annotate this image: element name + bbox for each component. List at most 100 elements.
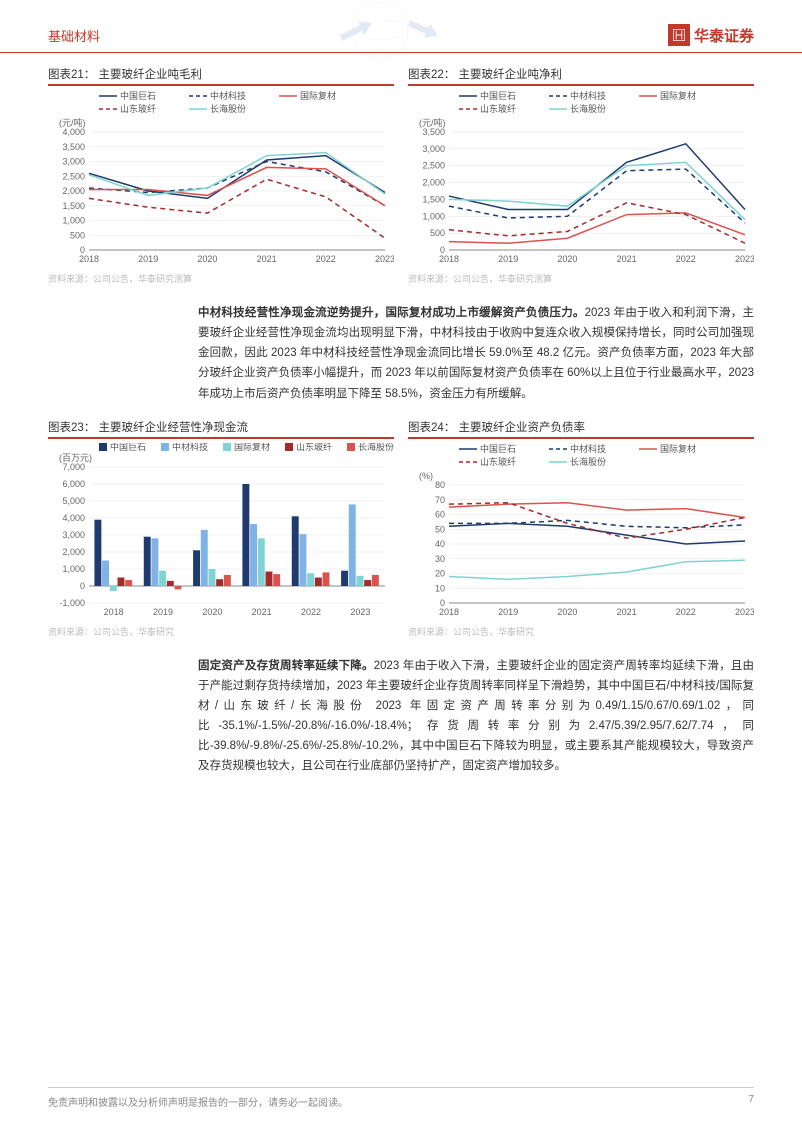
svg-text:2020: 2020 [557, 254, 577, 264]
chart-23-canvas: (百万元)-1,00001,0002,0003,0004,0005,0006,0… [48, 443, 394, 623]
svg-text:10: 10 [435, 583, 445, 593]
svg-text:2019: 2019 [498, 607, 518, 617]
svg-text:1,000: 1,000 [62, 216, 85, 226]
logo-icon [668, 24, 690, 46]
svg-text:2020: 2020 [557, 607, 577, 617]
svg-text:2021: 2021 [257, 254, 277, 264]
svg-text:0: 0 [80, 581, 85, 591]
svg-text:2021: 2021 [617, 607, 637, 617]
svg-text:1,000: 1,000 [62, 564, 85, 574]
svg-text:60: 60 [435, 509, 445, 519]
page-header: 基础材料 华泰证券 [0, 0, 802, 53]
svg-text:4,000: 4,000 [62, 513, 85, 523]
brand-text: 华泰证券 [694, 25, 754, 46]
svg-text:2020: 2020 [197, 254, 217, 264]
svg-text:长海股份: 长海股份 [358, 443, 394, 452]
svg-text:2022: 2022 [676, 254, 696, 264]
svg-text:中国巨石: 中国巨石 [120, 90, 156, 101]
chart-22: 图表22： 主要玻纤企业吨净利 (元/吨)05001,0001,5002,000… [408, 63, 754, 285]
svg-text:2021: 2021 [252, 607, 272, 617]
chart-22-canvas: (元/吨)05001,0001,5002,0002,5003,0003,5002… [408, 90, 754, 270]
svg-text:2023: 2023 [735, 607, 754, 617]
paragraph-2-body: 2023 年由于收入下滑，主要玻纤企业的固定资产周转率均延续下滑，且由于产能过剩… [198, 660, 754, 773]
svg-text:2021: 2021 [617, 254, 637, 264]
svg-text:长海股份: 长海股份 [210, 103, 246, 114]
svg-text:国际复材: 国际复材 [660, 90, 696, 101]
svg-text:中国巨石: 中国巨石 [110, 443, 146, 452]
svg-text:2019: 2019 [153, 607, 173, 617]
svg-text:500: 500 [70, 230, 85, 240]
svg-text:20: 20 [435, 568, 445, 578]
paragraph-1-body: 2023 年由于收入和利润下滑，主要玻纤企业经营性净现金流均出现明显下滑，中材科… [198, 307, 754, 400]
svg-text:中材科技: 中材科技 [172, 443, 208, 452]
svg-text:长海股份: 长海股份 [570, 103, 606, 114]
svg-text:山东玻纤: 山东玻纤 [480, 456, 516, 467]
svg-text:2020: 2020 [202, 607, 222, 617]
chart-22-title: 图表22： 主要玻纤企业吨净利 [408, 69, 562, 81]
svg-text:500: 500 [430, 228, 445, 238]
svg-text:中材科技: 中材科技 [570, 443, 606, 454]
chart-24-source: 资料来源：公司公告，华泰研究 [408, 625, 754, 638]
paragraph-1-lead: 中材科技经营性净现金流逆势提升，国际复材成功上市缓解资产负债压力。 [198, 307, 585, 319]
section-label: 基础材料 [48, 26, 100, 45]
svg-text:国际复材: 国际复材 [234, 443, 270, 452]
svg-text:4,000: 4,000 [62, 127, 85, 137]
svg-text:1,500: 1,500 [422, 194, 445, 204]
svg-text:3,000: 3,000 [62, 530, 85, 540]
svg-text:中国巨石: 中国巨石 [480, 443, 516, 454]
svg-text:3,500: 3,500 [62, 142, 85, 152]
svg-text:2018: 2018 [439, 607, 459, 617]
svg-text:80: 80 [435, 480, 445, 490]
chart-23: 图表23： 主要玻纤企业经营性净现金流 (百万元)-1,00001,0002,0… [48, 416, 394, 638]
paragraph-2-lead: 固定资产及存货周转率延续下降。 [198, 660, 374, 672]
page-footer: 免责声明和披露以及分析师声明是报告的一部分，请务必一起阅读。 7 [48, 1087, 754, 1109]
svg-text:1,500: 1,500 [62, 201, 85, 211]
svg-text:2023: 2023 [375, 254, 394, 264]
brand-logo: 华泰证券 [668, 24, 754, 46]
chart-21-source: 资料来源：公司公告，华泰研究测算 [48, 272, 394, 285]
svg-text:2022: 2022 [676, 607, 696, 617]
chart-23-title: 图表23： 主要玻纤企业经营性净现金流 [48, 422, 248, 434]
svg-text:2018: 2018 [439, 254, 459, 264]
svg-text:山东玻纤: 山东玻纤 [120, 103, 156, 114]
svg-text:国际复材: 国际复材 [300, 90, 336, 101]
svg-text:3,000: 3,000 [422, 144, 445, 154]
footer-disclaimer: 免责声明和披露以及分析师声明是报告的一部分，请务必一起阅读。 [48, 1094, 348, 1109]
svg-text:中材科技: 中材科技 [210, 90, 246, 101]
svg-text:3,000: 3,000 [62, 157, 85, 167]
svg-text:2,000: 2,000 [62, 186, 85, 196]
chart-21-canvas: (元/吨)05001,0001,5002,0002,5003,0003,5004… [48, 90, 394, 270]
svg-text:-1,000: -1,000 [59, 598, 85, 608]
footer-page-number: 7 [748, 1094, 754, 1109]
svg-text:2022: 2022 [316, 254, 336, 264]
chart-24-title: 图表24： 主要玻纤企业资产负债率 [408, 422, 585, 434]
svg-text:2,500: 2,500 [422, 161, 445, 171]
chart-22-source: 资料来源：公司公告，华泰研究测算 [408, 272, 754, 285]
paragraph-1: 中材科技经营性净现金流逆势提升，国际复材成功上市缓解资产负债压力。2023 年由… [48, 289, 754, 416]
svg-text:1,000: 1,000 [422, 211, 445, 221]
svg-text:2019: 2019 [138, 254, 158, 264]
svg-text:2023: 2023 [735, 254, 754, 264]
svg-text:2022: 2022 [301, 607, 321, 617]
svg-text:3,500: 3,500 [422, 127, 445, 137]
svg-text:中材科技: 中材科技 [570, 90, 606, 101]
svg-text:山东玻纤: 山东玻纤 [480, 103, 516, 114]
svg-text:(%): (%) [419, 471, 433, 481]
chart-21: 图表21： 主要玻纤企业吨毛利 (元/吨)05001,0001,5002,000… [48, 63, 394, 285]
svg-text:中国巨石: 中国巨石 [480, 90, 516, 101]
paragraph-2: 固定资产及存货周转率延续下降。2023 年由于收入下滑，主要玻纤企业的固定资产周… [48, 642, 754, 789]
chart-21-title: 图表21： 主要玻纤企业吨毛利 [48, 69, 202, 81]
svg-text:长海股份: 长海股份 [570, 456, 606, 467]
svg-text:2019: 2019 [498, 254, 518, 264]
chart-24: 图表24： 主要玻纤企业资产负债率 (%)0102030405060708020… [408, 416, 754, 638]
svg-text:2,000: 2,000 [422, 178, 445, 188]
svg-text:2,000: 2,000 [62, 547, 85, 557]
svg-text:70: 70 [435, 494, 445, 504]
svg-text:50: 50 [435, 524, 445, 534]
svg-text:山东玻纤: 山东玻纤 [296, 443, 332, 452]
svg-text:2,500: 2,500 [62, 171, 85, 181]
svg-text:国际复材: 国际复材 [660, 443, 696, 454]
svg-text:2018: 2018 [79, 254, 99, 264]
svg-text:5,000: 5,000 [62, 496, 85, 506]
svg-text:2023: 2023 [350, 607, 370, 617]
